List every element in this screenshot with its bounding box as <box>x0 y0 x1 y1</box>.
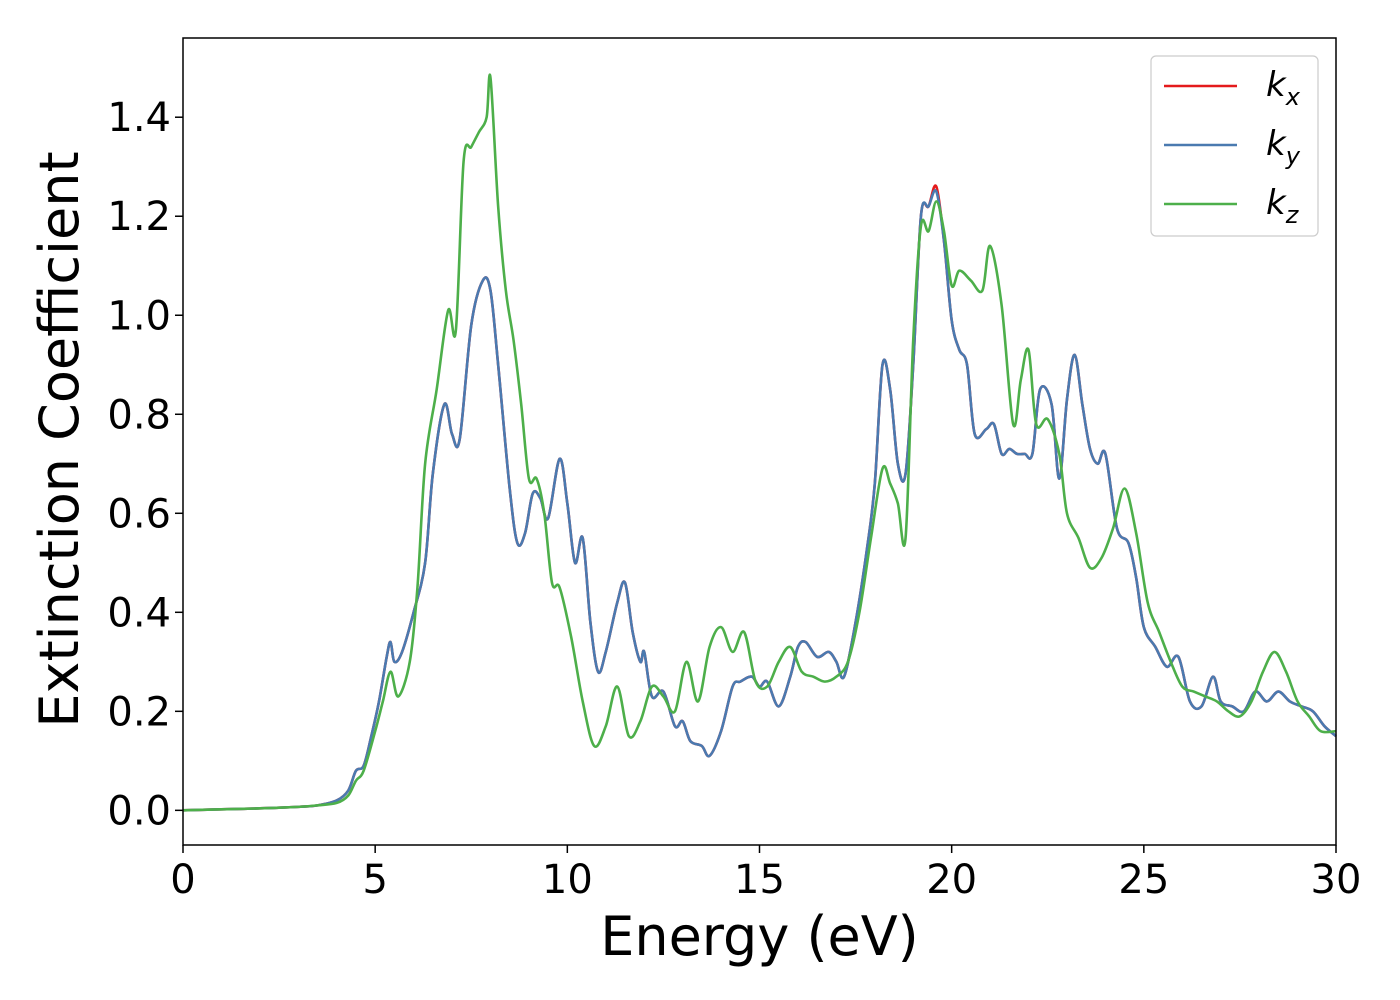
y-tick-label: 1.4 <box>107 95 171 141</box>
legend-label-z: kz <box>1266 183 1300 229</box>
x-tick-label: 30 <box>1311 857 1362 903</box>
x-tick-label: 15 <box>734 857 785 903</box>
legend-label-x: kx <box>1266 65 1301 111</box>
y-tick-label: 1.2 <box>107 194 171 240</box>
legend-label-y: ky <box>1266 124 1301 170</box>
y-tick-label: 0.0 <box>107 788 171 834</box>
x-axis-ticks: 0 5 10 15 20 25 30 <box>170 845 1361 903</box>
legend: kx ky kz <box>1150 55 1319 237</box>
x-tick-label: 25 <box>1118 857 1169 903</box>
y-tick-label: 0.2 <box>107 689 171 735</box>
x-tick-label: 5 <box>362 857 387 903</box>
x-tick-label: 10 <box>542 857 593 903</box>
y-tick-label: 0.6 <box>107 491 171 537</box>
y-tick-label: 0.4 <box>107 590 171 636</box>
y-axis-label: Extinction Coefficient <box>28 151 91 727</box>
series-line-z <box>182 73 1337 812</box>
y-axis-ticks: 0.0 0.2 0.4 0.6 0.8 1.0 1.2 1.4 <box>107 95 183 834</box>
x-tick-label: 0 <box>170 857 195 903</box>
x-tick-label: 20 <box>926 857 977 903</box>
x-axis-label: Energy (eV) <box>600 905 919 968</box>
y-tick-label: 0.8 <box>107 392 171 438</box>
series-lines <box>182 73 1337 812</box>
y-tick-label: 1.0 <box>107 293 171 339</box>
series-line-y <box>182 188 1337 812</box>
